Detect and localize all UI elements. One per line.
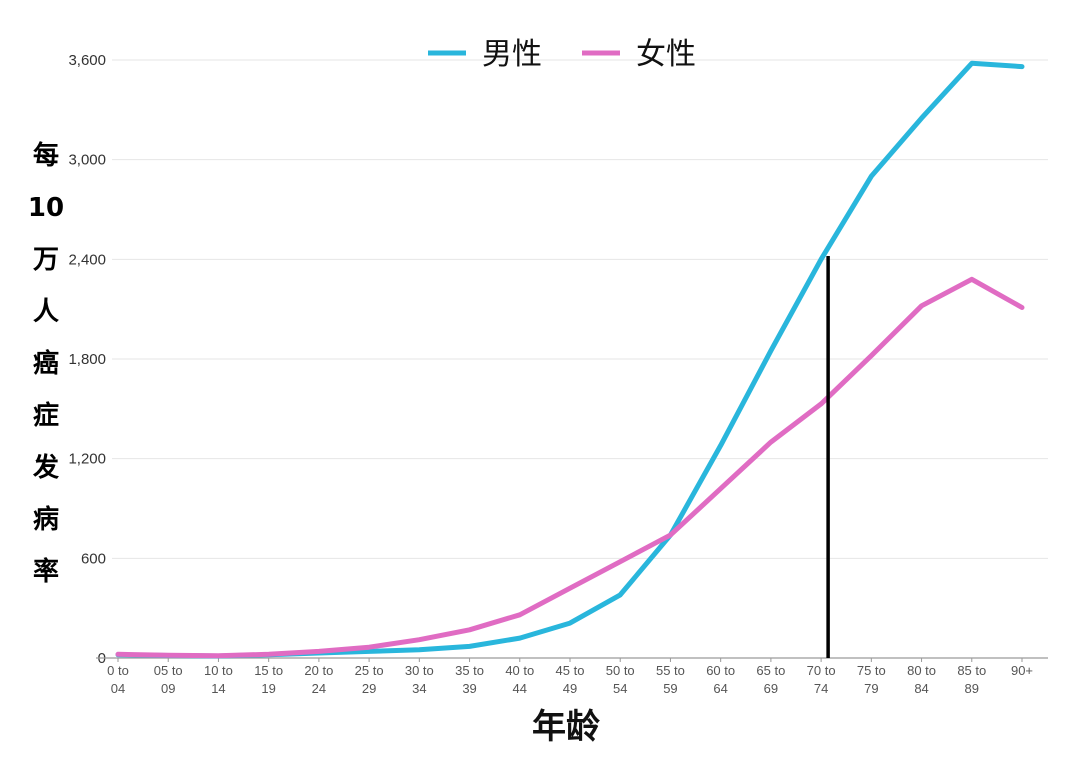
x-tick-label: 69 [764,681,778,696]
y-axis-title: 每 10 万人癌症发病率 [22,130,70,598]
x-tick-label: 20 to [304,663,333,678]
x-tick-label: 40 to [505,663,534,678]
x-tick-label: 44 [513,681,527,696]
x-tick-label: 34 [412,681,426,696]
x-tick-label: 04 [111,681,125,696]
x-tick-label: 65 to [756,663,785,678]
y-axis-title-char: 率 [32,557,59,587]
x-tick-label: 45 to [556,663,585,678]
x-tick-label: 19 [261,681,275,696]
x-tick-label: 85 to [957,663,986,678]
x-tick-label: 74 [814,681,828,696]
x-tick-label: 25 to [355,663,384,678]
x-tick-label: 59 [663,681,677,696]
y-tick-label: 600 [81,550,106,567]
x-tick-label: 0 to [107,663,129,678]
y-axis-title-char: 病 [32,505,59,535]
x-tick-label: 64 [713,681,727,696]
x-tick-label: 75 to [857,663,886,678]
x-axis-ticks: 0 to 04 05 to 09 10 to 14 15 to 19 20 to 24 25 to 2… [107,658,1033,696]
y-tick-label: 1,800 [68,351,106,368]
y-axis-title-char: 每 [32,141,59,171]
x-tick-label: 60 to [706,663,735,678]
x-tick-label: 70 to [807,663,836,678]
x-tick-label: 30 to [405,663,434,678]
y-axis-title-char: 万 [32,245,59,275]
series-lines [115,60,1025,659]
x-tick-label: 54 [613,681,627,696]
y-axis-title-char: 人 [32,297,59,327]
x-tick-label: 15 to [254,663,283,678]
legend: 男性 女性 [428,37,696,72]
y-axis-title-char: 10 [27,193,65,223]
x-tick-label: 50 to [606,663,635,678]
x-tick-label: 89 [965,681,979,696]
x-tick-label: 90+ [1011,663,1033,678]
x-tick-label: 10 to [204,663,233,678]
y-tick-label: 1,200 [68,451,106,468]
x-axis-title: 年龄 [532,707,600,747]
x-tick-label: 35 to [455,663,484,678]
y-axis-title-char: 症 [32,401,59,431]
series-line [115,276,1025,659]
x-tick-label: 09 [161,681,175,696]
y-tick-label: 3,000 [68,152,106,169]
y-tick-label: 2,400 [68,251,106,268]
x-tick-label: 49 [563,681,577,696]
y-axis-title-char: 发 [32,453,59,483]
x-tick-label: 84 [914,681,928,696]
x-tick-label: 29 [362,681,376,696]
x-tick-label: 79 [864,681,878,696]
grid-lines [112,59,1048,559]
y-tick-label: 3,600 [68,52,106,69]
x-tick-label: 24 [312,681,326,696]
x-tick-label: 05 to [154,663,183,678]
x-tick-label: 14 [211,681,225,696]
x-tick-label: 80 to [907,663,936,678]
series-line [115,60,1025,659]
legend-label: 男性 [482,37,542,72]
x-tick-label: 39 [462,681,476,696]
y-axis-title-char: 癌 [32,349,59,379]
legend-label: 女性 [636,37,696,72]
x-tick-label: 55 to [656,663,685,678]
